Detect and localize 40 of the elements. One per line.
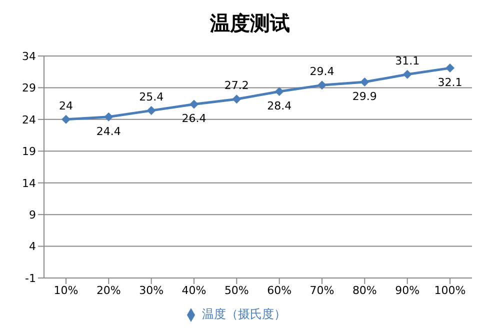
point — [274, 87, 284, 96]
point — [62, 114, 70, 124]
chart-title: 温度测试 — [208, 10, 291, 37]
data-label: 28.4 — [267, 100, 292, 113]
data-label: 24.4 — [96, 124, 121, 138]
point — [318, 80, 326, 90]
data-label: 29.9 — [352, 90, 377, 104]
data-label: 26.4 — [182, 112, 206, 126]
y-tick-label: -1 — [25, 272, 36, 285]
x-tick-label: 40% — [182, 284, 206, 297]
data-label: 25.4 — [139, 90, 164, 104]
x-tick-label: 50% — [224, 284, 249, 297]
x-tick-label: 80% — [352, 284, 377, 297]
x-tick-label: 30% — [139, 284, 164, 297]
y-tick-label: 4 — [29, 240, 36, 254]
x-tick-label: 100% — [434, 284, 466, 297]
data-label: 29.4 — [310, 65, 334, 78]
x-tick-label: 70% — [310, 284, 334, 297]
point — [360, 78, 370, 87]
y-tick-label: 19 — [22, 145, 36, 158]
point — [146, 106, 156, 116]
data-label: 24 — [59, 99, 73, 112]
y-tick-label: 34 — [22, 50, 36, 63]
x-tick-label: 90% — [395, 284, 420, 297]
y-tick-label: 9 — [29, 208, 36, 222]
x-tick-label: 10% — [54, 284, 78, 297]
point — [232, 94, 242, 104]
y-tick-label: 29 — [22, 82, 36, 95]
data-label: 31.1 — [395, 54, 420, 68]
x-tick-label: 20% — [96, 284, 121, 297]
x-tick-label: 60% — [267, 284, 292, 297]
point — [104, 112, 114, 122]
point — [402, 70, 412, 79]
y-tick-label: 24 — [22, 113, 36, 126]
data-label: 27.2 — [224, 79, 249, 92]
legend-label: 温度（摄氏度） — [202, 307, 286, 321]
point — [446, 64, 454, 73]
y-tick-label: 14 — [22, 176, 36, 190]
point — [190, 100, 198, 109]
data-label: 32.1 — [438, 76, 462, 90]
